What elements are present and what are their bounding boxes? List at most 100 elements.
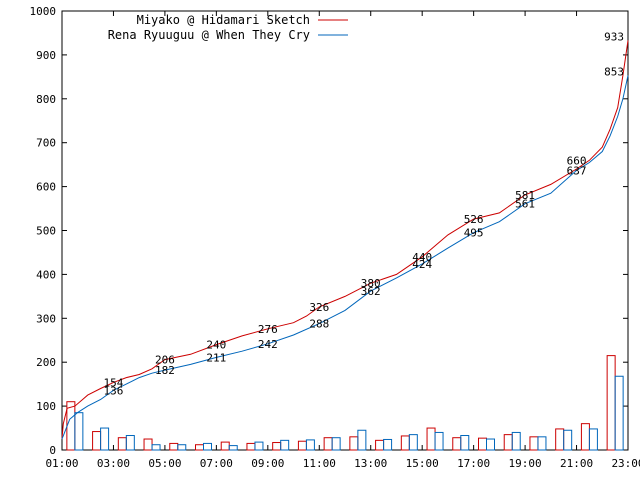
bar [323, 437, 333, 451]
bar [426, 427, 436, 451]
y-tick-label: 300 [36, 312, 56, 325]
bar [169, 442, 179, 451]
x-tick-label: 17:00 [457, 457, 490, 470]
bar [195, 444, 204, 451]
bar [297, 440, 307, 451]
x-tick-label: 23:00 [611, 457, 640, 470]
series-line [61, 75, 629, 440]
x-tick-label: 07:00 [200, 457, 233, 470]
data-label: 211 [206, 351, 226, 364]
bar [246, 442, 256, 451]
x-tick-label: 21:00 [560, 457, 593, 470]
data-label: 526 [464, 213, 484, 226]
plot-frame [61, 10, 629, 451]
data-label: 495 [464, 227, 484, 240]
y-tick-label: 100 [36, 400, 56, 413]
bar [434, 431, 444, 451]
bar [254, 441, 264, 451]
bar [125, 435, 135, 451]
bar [452, 437, 462, 451]
data-label: 240 [206, 339, 226, 352]
x-tick-label: 09:00 [251, 457, 284, 470]
bar [349, 436, 359, 451]
bar [503, 434, 513, 451]
bar [305, 439, 315, 451]
x-tick-label: 13:00 [354, 457, 387, 470]
bar [220, 441, 230, 451]
legend: Miyako @ Hidamari Sketch Rena Ryuuguu @ … [108, 13, 348, 42]
bar [563, 429, 573, 451]
x-tick-label: 19:00 [509, 457, 542, 470]
y-tick-label: 500 [36, 225, 56, 238]
data-label: 637 [567, 164, 587, 177]
data-label: 424 [412, 258, 432, 271]
bar [100, 427, 110, 451]
bar [117, 437, 127, 451]
data-label: 242 [258, 338, 278, 351]
y-tick-label: 900 [36, 49, 56, 62]
data-label: 933 [604, 30, 624, 43]
y-tick-label: 1000 [30, 5, 57, 18]
y-tick-label: 0 [49, 444, 56, 457]
x-tick-label: 03:00 [97, 457, 130, 470]
x-tick-label: 15:00 [406, 457, 439, 470]
y-tick-label: 200 [36, 356, 56, 369]
x-tick-label: 11:00 [303, 457, 336, 470]
bar [280, 439, 290, 451]
bar [478, 437, 487, 451]
y-axis: 0 100 200 300 400 500 600 700 800 900 1000 [30, 5, 628, 457]
data-label: 660 [567, 154, 587, 167]
x-axis: 01:00 03:00 05:00 07:00 09:00 11:00 13:00 15:00… [45, 11, 640, 470]
bar [606, 355, 616, 451]
bar [400, 435, 410, 451]
legend-label-rena: Rena Ryuuguu @ When They Cry [108, 28, 310, 42]
data-label: 581 [515, 189, 535, 202]
series-line [61, 40, 629, 440]
bar [143, 438, 153, 451]
bar [588, 428, 598, 451]
line-series [61, 40, 629, 440]
x-tick-label: 05:00 [148, 457, 181, 470]
bar [614, 375, 624, 451]
data-label: 154 [104, 376, 124, 389]
data-label: 853 [604, 66, 624, 79]
data-label: 206 [155, 354, 175, 367]
data-label: 136 [104, 384, 124, 397]
bar [408, 434, 418, 451]
bar [529, 436, 539, 451]
bar [272, 442, 282, 451]
bar [228, 445, 238, 451]
data-label: 561 [515, 198, 535, 211]
bar [331, 437, 341, 451]
data-label: 440 [412, 251, 432, 264]
bar [375, 439, 385, 451]
data-label: 276 [258, 323, 278, 336]
bar [177, 444, 187, 451]
bar [74, 412, 84, 451]
bar [460, 435, 470, 451]
data-label: 288 [309, 318, 329, 331]
bar [383, 438, 393, 451]
bar [92, 431, 102, 451]
bar [203, 442, 212, 451]
bar-series [66, 355, 624, 451]
x-tick-label: 01:00 [45, 457, 78, 470]
y-tick-label: 400 [36, 268, 56, 281]
data-labels: 154 206 240 276 326 380 440 526 581 660 933 136 182 2… [104, 30, 624, 397]
bar [580, 423, 590, 451]
bar [555, 428, 565, 451]
y-tick-label: 600 [36, 181, 56, 194]
bar [357, 429, 367, 451]
bar [537, 436, 547, 451]
data-label: 182 [155, 364, 175, 377]
data-label: 362 [361, 285, 381, 298]
y-tick-label: 700 [36, 137, 56, 150]
data-label: 326 [309, 301, 329, 314]
data-label: 380 [361, 277, 381, 290]
bar [486, 438, 495, 451]
bar [511, 431, 521, 451]
legend-label-miyako: Miyako @ Hidamari Sketch [137, 13, 310, 27]
bar [151, 444, 161, 451]
bar [66, 401, 76, 451]
